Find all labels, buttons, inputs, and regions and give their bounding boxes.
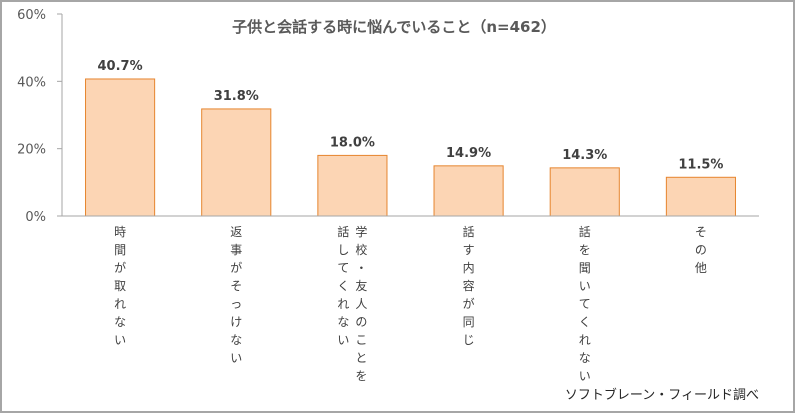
bar bbox=[549, 167, 620, 217]
data-label: 18.0% bbox=[330, 135, 375, 150]
bar bbox=[201, 108, 272, 217]
y-axis: 0% 20% 40% 60% bbox=[17, 8, 63, 225]
data-label: 40.7% bbox=[98, 59, 143, 74]
data-label: 14.3% bbox=[562, 148, 607, 163]
y-tick-label: 40% bbox=[17, 75, 46, 90]
y-tick-label: 0% bbox=[25, 210, 46, 225]
y-tick-label: 60% bbox=[17, 8, 46, 23]
category-label-column: 返事がそっけない bbox=[230, 225, 242, 365]
category-label-column: 話してくれない bbox=[337, 224, 349, 347]
bar bbox=[433, 165, 504, 217]
bar bbox=[85, 78, 156, 217]
bar bbox=[665, 176, 736, 217]
category-label: 話を聞いてくれない bbox=[579, 224, 591, 383]
chart-title: 子供と会話する時に悩んでいること（n=462） bbox=[232, 18, 556, 36]
data-labels: 40.7% 31.8% 18.0% 14.9% 14.3% 11.5% bbox=[98, 59, 724, 172]
bar bbox=[317, 154, 388, 217]
y-tick-label: 20% bbox=[17, 143, 46, 158]
category-label: 返事がそっけない bbox=[230, 225, 242, 365]
category-label: 話す内容が同じ bbox=[463, 224, 475, 347]
category-label-column: その他 bbox=[695, 225, 707, 275]
bars bbox=[85, 78, 736, 217]
category-label-column: 話す内容が同じ bbox=[463, 224, 475, 347]
category-label: その他 bbox=[695, 225, 707, 275]
data-label: 14.9% bbox=[446, 146, 491, 161]
category-label: 時間が取れない bbox=[114, 225, 126, 347]
source-note: ソフトブレーン・フィールド調べ bbox=[565, 387, 759, 403]
data-label: 11.5% bbox=[678, 157, 723, 172]
category-label-column: 時間が取れない bbox=[114, 225, 126, 347]
data-label: 31.8% bbox=[214, 89, 259, 104]
category-label-column: 話を聞いてくれない bbox=[579, 224, 591, 383]
category-label-column: 学校・友人のことを bbox=[355, 224, 367, 383]
